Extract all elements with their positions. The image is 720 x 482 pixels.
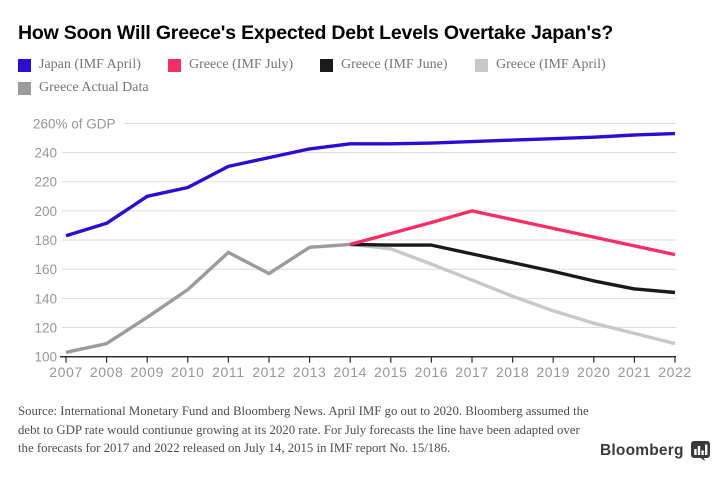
- bloomberg-chart-bubble-icon: [690, 441, 710, 461]
- x-axis-label: 2017: [455, 364, 489, 380]
- line-greece-actual-data: [65, 242, 351, 354]
- legend-label: Japan (IMF April): [39, 57, 141, 72]
- x-axis-label: 2014: [333, 364, 367, 380]
- legend-swatch-japan: [18, 58, 31, 72]
- x-axis-label: 2020: [577, 364, 611, 380]
- source-line: the forecasts for 2017 and 2022 released…: [18, 441, 451, 456]
- y-axis-label: 140: [34, 291, 57, 306]
- bloomberg-logo: Bloomberg: [600, 441, 710, 461]
- y-axis-label: 220: [34, 175, 57, 190]
- line-greece-imf-july: [349, 209, 676, 257]
- legend-label: Greece (IMF April): [496, 57, 606, 72]
- page-title: How Soon Will Greece's Expected Debt Lev…: [18, 22, 614, 44]
- legend-swatch-greece-april: [475, 58, 488, 72]
- x-axis-label: 2016: [415, 364, 449, 380]
- source-line: Source: International Monetary Fund and …: [18, 404, 589, 418]
- y-axis-label: 180: [34, 233, 57, 248]
- legend-label: Greece Actual Data: [39, 80, 149, 95]
- y-axis-label: 240: [34, 146, 57, 161]
- x-axis-label: 2009: [130, 364, 164, 380]
- y-axis-label: 100: [34, 350, 57, 365]
- y-axis-label: 260% of GDP: [33, 116, 116, 131]
- line-greece-imf-april: [350, 242, 676, 346]
- bloomberg-wordmark: Bloomberg: [600, 442, 684, 459]
- legend-label: Greece (IMF July): [189, 57, 294, 72]
- legend-item-greece-actual: Greece Actual Data: [18, 81, 149, 95]
- legend-swatch-greece-actual: [18, 81, 31, 95]
- x-axis-label: 2011: [212, 364, 245, 380]
- line-japan-imf-april: [65, 131, 676, 238]
- legend-swatch-greece-july: [168, 58, 181, 72]
- y-axis-label: 120: [34, 321, 57, 336]
- x-axis-label: 2013: [293, 364, 327, 380]
- source-note: Source: International Monetary Fund and …: [18, 402, 618, 458]
- chart-svg: 100 120 140 160 180 200 220 240 260% of GDP 2007 2…: [33, 116, 692, 380]
- x-axis-label: 2010: [171, 364, 205, 380]
- legend-item-greece-imf-april: Greece (IMF April): [475, 58, 606, 72]
- line-greece-imf-june: [350, 242, 676, 295]
- legend-swatch-greece-june: [320, 58, 333, 72]
- x-axis-label: 2019: [536, 364, 570, 380]
- legend-item-greece-imf-july: Greece (IMF July): [168, 58, 293, 72]
- y-axis-label: 160: [34, 262, 57, 277]
- y-axis-label: 200: [34, 204, 57, 219]
- x-axis-label: 2018: [496, 364, 530, 380]
- source-line: debt to GDP rate would contiunue growing…: [18, 422, 580, 437]
- x-axis-label: 2012: [252, 364, 286, 380]
- legend-label: Greece (IMF June): [341, 57, 448, 72]
- x-axis-label: 2021: [618, 364, 652, 380]
- x-axis-label: 2008: [90, 364, 124, 380]
- legend-item-greece-imf-june: Greece (IMF June): [320, 58, 448, 72]
- x-axis-label: 2015: [374, 364, 408, 380]
- x-axis-label: 2007: [49, 364, 83, 380]
- x-axis-label: 2022: [658, 364, 692, 380]
- legend-item-japan-imf-april: Japan (IMF April): [18, 58, 141, 72]
